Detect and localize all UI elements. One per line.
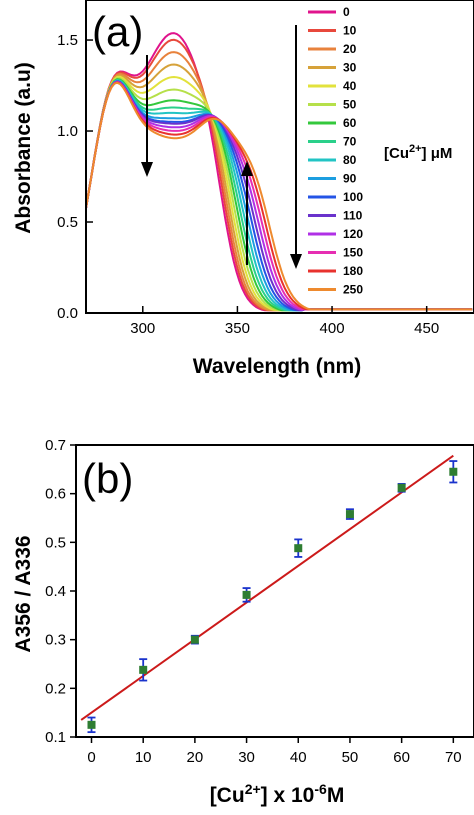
b-y-tick-label: 0.6 [45, 486, 66, 503]
b-x-tick-label: 60 [393, 749, 410, 766]
a-y-axis-label: Absorbance (a.u) [12, 62, 35, 234]
b-data-point [345, 510, 354, 519]
a-legend-label-10: 10 [343, 24, 357, 38]
a-legend-label-180: 180 [343, 264, 363, 278]
a-increase-arrow-356nm [241, 161, 253, 265]
a-legend-label-80: 80 [343, 153, 357, 167]
b-y-tick-label: 0.4 [45, 583, 66, 600]
a-plot-frame [85, 0, 474, 314]
a-spectra-curves [85, 32, 473, 312]
a-series-line-250 [85, 81, 473, 311]
b-x-axis-label: [Cu2+] x 10-6M [210, 781, 345, 807]
a-y-tick-label: 0.5 [57, 214, 78, 231]
a-decrease-arrow-300nm [141, 55, 153, 177]
b-y-tick-label: 0.1 [45, 729, 66, 746]
b-x-tick-label: 10 [135, 749, 152, 766]
b-data-points [87, 460, 458, 734]
b-fit-line [80, 454, 454, 721]
b-x-tick-label: 0 [87, 749, 95, 766]
a-legend-label-110: 110 [343, 209, 363, 223]
a-legend-label-90: 90 [343, 172, 357, 186]
b-y-tick-label: 0.3 [45, 632, 66, 649]
a-x-tick-label: 350 [225, 320, 250, 337]
a-legend-label-150: 150 [343, 246, 363, 260]
a-y-tick-label: 0.0 [57, 305, 78, 322]
a-axis-ticks: 300 350 400 450 0.0 0.5 1.0 1.5 [57, 32, 439, 337]
a-legend-label-50: 50 [343, 98, 357, 112]
a-y-tick-label: 1.0 [57, 123, 78, 140]
a-x-tick-label: 400 [320, 320, 345, 337]
b-data-point [397, 483, 406, 492]
b-x-tick-label: 70 [445, 749, 462, 766]
b-data-point [139, 665, 148, 674]
b-y-tick-label: 0.5 [45, 534, 66, 551]
a-x-tick-label: 450 [414, 320, 439, 337]
b-x-tick-label: 20 [187, 749, 204, 766]
b-data-point [190, 635, 199, 644]
b-x-tick-label: 30 [238, 749, 255, 766]
a-legend-label-60: 60 [343, 116, 357, 130]
b-axis-ticks: 0 10 20 30 40 50 60 70 0.1 0.2 0.3 0.4 0.5 0.6 0.7 [45, 437, 462, 766]
a-legend-label-30: 30 [343, 61, 357, 75]
b-x-tick-label: 50 [342, 749, 359, 766]
a-legend-title: [Cu2+] μM [384, 143, 452, 162]
b-y-tick-label: 0.2 [45, 680, 66, 697]
b-x-tick-label: 40 [290, 749, 307, 766]
b-data-point [294, 544, 303, 553]
a-x-tick-label: 300 [130, 320, 155, 337]
panel-b-ratio-plot: 0 10 20 30 40 50 60 70 0.1 0.2 0.3 0.4 0.5 0.6 0.7 (b)… [12, 437, 474, 807]
a-legend-label-120: 120 [343, 227, 363, 241]
a-legend: 0 10 20 30 40 50 60 70 80 90 100 110 120 150 180 250 [308, 5, 363, 297]
a-legend-label-250: 250 [343, 283, 363, 297]
b-data-point [87, 720, 96, 729]
a-legend-arrow [290, 25, 302, 269]
b-plot-frame [75, 444, 474, 738]
a-x-axis-label: Wavelength (nm) [193, 355, 361, 378]
a-legend-label-100: 100 [343, 190, 363, 204]
b-y-tick-label: 0.7 [45, 437, 66, 454]
b-panel-label: (b) [82, 455, 133, 502]
a-y-tick-label: 1.5 [57, 32, 78, 49]
b-y-axis-label: A356 / A336 [12, 535, 35, 652]
b-linear-fit [80, 454, 454, 721]
a-legend-label-0: 0 [343, 5, 350, 19]
b-data-point [449, 467, 458, 476]
a-legend-label-40: 40 [343, 79, 357, 93]
a-legend-label-20: 20 [343, 42, 357, 56]
b-data-point [242, 590, 251, 599]
a-panel-label: (a) [92, 8, 143, 55]
a-legend-label-70: 70 [343, 135, 357, 149]
